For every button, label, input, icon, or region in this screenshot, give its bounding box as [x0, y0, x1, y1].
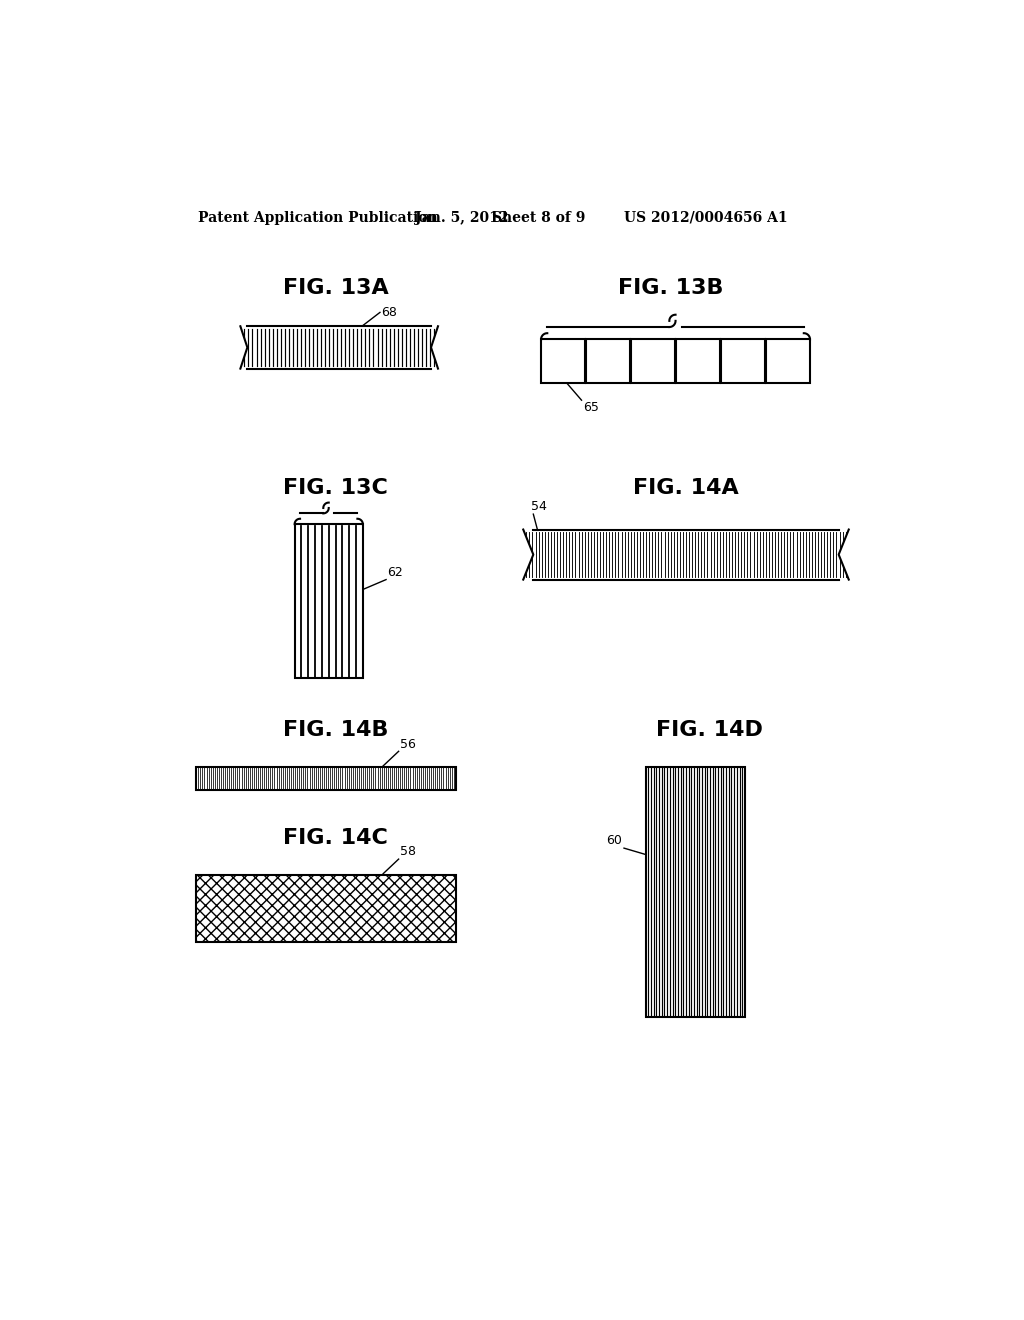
Polygon shape: [523, 529, 534, 579]
Text: Jan. 5, 2012: Jan. 5, 2012: [415, 211, 508, 224]
Text: FIG. 13B: FIG. 13B: [617, 277, 723, 298]
Text: 65: 65: [583, 401, 599, 414]
Text: 58: 58: [400, 845, 416, 858]
Text: 60: 60: [606, 834, 623, 847]
Text: US 2012/0004656 A1: US 2012/0004656 A1: [624, 211, 787, 224]
Text: FIG. 14D: FIG. 14D: [655, 721, 763, 741]
Bar: [766, 339, 810, 383]
Text: Sheet 8 of 9: Sheet 8 of 9: [493, 211, 586, 224]
Text: 62: 62: [388, 566, 403, 579]
Polygon shape: [241, 326, 248, 368]
Text: FIG. 14C: FIG. 14C: [284, 829, 388, 849]
Bar: [676, 339, 720, 383]
Text: Patent Application Publication: Patent Application Publication: [198, 211, 437, 224]
Bar: [586, 339, 630, 383]
Text: FIG. 13A: FIG. 13A: [283, 277, 388, 298]
Bar: [197, 767, 456, 789]
Polygon shape: [839, 529, 849, 579]
Polygon shape: [431, 326, 438, 368]
Bar: [646, 767, 744, 1016]
Text: 54: 54: [531, 499, 547, 512]
Text: 56: 56: [400, 738, 416, 751]
Bar: [295, 524, 362, 678]
Bar: [197, 875, 456, 942]
Bar: [541, 339, 586, 383]
Text: FIG. 13C: FIG. 13C: [284, 478, 388, 498]
Bar: [631, 339, 675, 383]
Text: 68: 68: [382, 306, 397, 319]
Text: FIG. 14A: FIG. 14A: [633, 478, 739, 498]
Text: FIG. 14B: FIG. 14B: [283, 721, 388, 741]
Bar: [721, 339, 765, 383]
